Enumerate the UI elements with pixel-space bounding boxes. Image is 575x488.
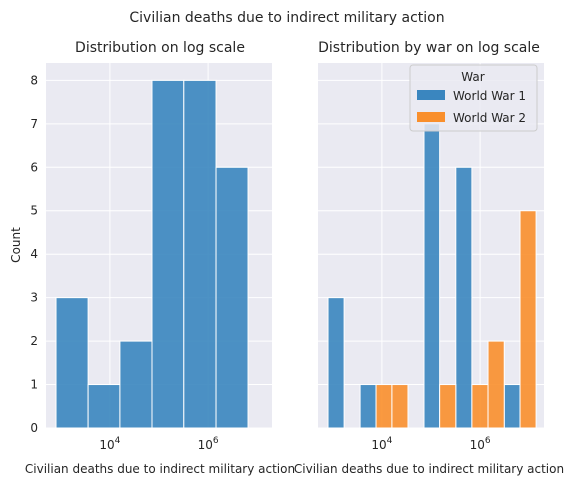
histogram-bar-series-2 <box>471 384 489 429</box>
x-tick-label: 104 <box>371 436 392 452</box>
histogram-bar-series-2 <box>519 210 537 429</box>
y-tick-label: 5 <box>30 204 38 218</box>
histogram-bar <box>183 79 217 429</box>
histogram-bar <box>215 166 249 429</box>
histogram-bar-series-1 <box>423 123 441 429</box>
histogram-bar <box>119 340 153 429</box>
histogram-bar-series-1 <box>455 166 473 429</box>
legend-title: War <box>461 70 484 84</box>
y-tick-label: 2 <box>30 334 38 348</box>
y-tick-label: 0 <box>30 421 38 435</box>
panel-left-bars <box>55 79 249 429</box>
y-tick-label: 4 <box>30 247 38 261</box>
panel-left-x-axis-label: Civilian deaths due to indirect military… <box>25 462 295 476</box>
x-tick-label: 104 <box>99 436 120 452</box>
y-tick-label: 3 <box>30 291 38 305</box>
histogram-bar <box>87 384 121 429</box>
histogram-bar <box>55 297 89 429</box>
panel-right-x-axis-label: Civilian deaths due to indirect military… <box>294 462 564 476</box>
figure-title: Civilian deaths due to indirect military… <box>129 10 444 26</box>
histogram-bar-series-1 <box>327 297 345 429</box>
panel-left-y-axis-label: Count <box>9 227 23 263</box>
legend-label-ww2: World War 2 <box>453 111 526 125</box>
panel-left-title: Distribution on log scale <box>75 40 245 56</box>
panel-right-title: Distribution by war on log scale <box>318 40 540 56</box>
y-tick-label: 6 <box>30 160 38 174</box>
legend-swatch-ww1 <box>417 90 445 100</box>
histogram-bar-series-2 <box>375 384 393 429</box>
panel-left-y-ticks: 0 1 2 3 4 5 6 7 8 <box>30 73 38 435</box>
x-tick-label: 106 <box>470 436 491 452</box>
histogram-bar-series-2 <box>391 384 409 429</box>
y-tick-label: 8 <box>30 73 38 87</box>
panel-right-x-ticks: 104 106 <box>371 436 490 452</box>
histogram-bar-series-1 <box>359 384 377 429</box>
histogram-bar-series-2 <box>439 384 457 429</box>
histogram-bar <box>151 79 185 429</box>
panel-right: Distribution by war on log scale 104 106 … <box>294 40 564 476</box>
x-tick-label: 106 <box>198 436 219 452</box>
panel-left-x-ticks: 104 106 <box>99 436 218 452</box>
y-tick-label: 7 <box>30 117 38 131</box>
legend: War World War 1 World War 2 <box>409 64 538 132</box>
histogram-bar-series-1 <box>503 384 521 429</box>
histogram-bar-series-2 <box>487 340 505 429</box>
legend-label-ww1: World War 1 <box>453 89 526 103</box>
y-tick-label: 1 <box>30 378 38 392</box>
legend-swatch-ww2 <box>417 112 445 122</box>
panel-right-bars <box>327 123 537 429</box>
